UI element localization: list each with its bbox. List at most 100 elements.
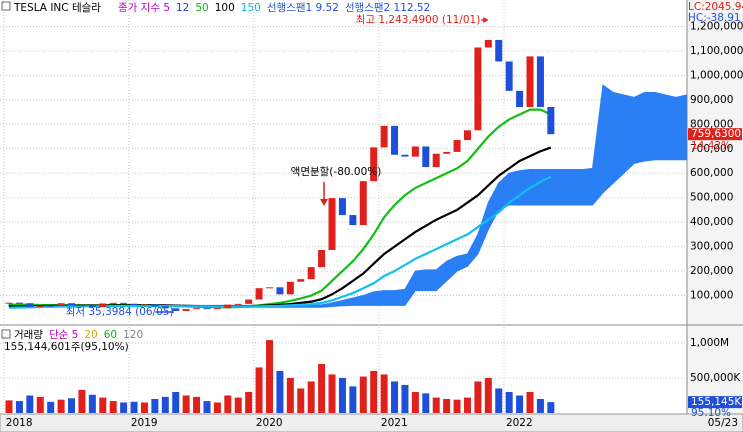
x-axis-strip (0, 413, 743, 432)
volume-bar (78, 389, 86, 413)
legend-entry: 종가 지수 5 (118, 2, 170, 14)
volume-bar (432, 397, 440, 413)
candle (380, 125, 388, 148)
candle (443, 151, 451, 154)
volume-bar (463, 397, 471, 413)
candle (463, 130, 471, 141)
volume-bar (516, 395, 524, 413)
volume-bar (15, 401, 23, 413)
last-volume-box (688, 396, 742, 409)
candle (484, 39, 492, 48)
volume-bar (36, 396, 44, 413)
candle (57, 303, 65, 307)
volume-bar (474, 381, 482, 413)
volume-bar (380, 374, 388, 413)
candle (536, 56, 544, 107)
volume-bar (286, 377, 294, 413)
y-tick-label: 200,000 (690, 265, 733, 277)
volume-bar (391, 381, 399, 413)
y-tick-label: 400,000 (690, 216, 733, 228)
candle (182, 309, 190, 311)
y-tick-label: 500,000K (690, 372, 741, 384)
candle (78, 305, 86, 307)
candle (338, 198, 346, 216)
candle (172, 308, 180, 311)
candle (266, 287, 273, 289)
right-axis-area (687, 0, 743, 432)
candle (495, 39, 503, 62)
volume-bar (443, 398, 451, 413)
volume-bar (203, 401, 211, 413)
candle (120, 302, 128, 304)
candle (526, 56, 534, 108)
volume-bar (526, 391, 534, 413)
legend-entry: 60 (104, 329, 117, 341)
volume-bar (536, 398, 544, 413)
candle (161, 306, 169, 309)
split-annotation: 액면분할(-80.00%) (291, 166, 382, 178)
volume-bar (151, 398, 159, 413)
candle (5, 302, 13, 304)
ratio-label: 95.10% (691, 407, 731, 419)
volume-bar (349, 386, 357, 413)
volume-bar (411, 391, 419, 413)
volume-bar (182, 395, 190, 413)
candle (36, 305, 44, 307)
last-price-box (688, 128, 742, 141)
volume-bar (422, 393, 430, 413)
volume-bar (276, 370, 284, 413)
candle (47, 305, 55, 307)
candle (328, 198, 336, 251)
legend-entry: 선행스팬1 9.52 (267, 2, 339, 14)
change-label: 14.42% (691, 140, 731, 152)
volume-bar (547, 402, 555, 413)
candle (203, 308, 211, 310)
candle (193, 308, 201, 310)
candle (245, 299, 253, 304)
candle (255, 288, 263, 300)
candle (349, 215, 357, 226)
candle (151, 304, 159, 307)
volume-bar (193, 396, 201, 413)
y-tick-label: 500,000 (690, 192, 733, 204)
candle (516, 90, 524, 108)
arrow-head (320, 199, 329, 206)
legend-entry: 단순 5 (49, 329, 78, 341)
legend-entry: 100 (215, 2, 235, 14)
candle (234, 303, 242, 305)
candle (297, 279, 305, 282)
candle (286, 281, 294, 295)
legend-entry: 150 (241, 2, 261, 14)
y-tick-label: 900,000 (690, 94, 733, 106)
candle (88, 305, 96, 308)
candle (140, 304, 148, 306)
volume-bar (213, 402, 221, 413)
candle (68, 303, 76, 306)
lc-label: LC:2045.94 (688, 1, 743, 13)
date-label: 05/23 (708, 417, 738, 429)
volume-bar (120, 402, 128, 413)
candle (213, 308, 221, 310)
volume-bar (338, 377, 346, 413)
y-tick-label: 1,100,000 (690, 45, 743, 57)
candle (370, 147, 378, 182)
volume-bar (359, 376, 367, 413)
last-volume-label: 155,145K (691, 396, 742, 408)
volume-bar (26, 395, 34, 413)
x-tick-label: 2020 (256, 417, 283, 429)
candle (547, 106, 555, 135)
y-tick-label: 300,000 (690, 241, 733, 253)
volume-bar (161, 396, 169, 413)
volume-bar (255, 367, 263, 413)
candle (401, 154, 409, 157)
volume-bar (109, 401, 117, 413)
panel-toggle[interactable] (1, 329, 11, 339)
volume-bar (47, 401, 55, 413)
legend-entry: 거래량 (14, 329, 43, 341)
chart-title: TESLA INC 테슬라 (13, 2, 101, 14)
candle (109, 302, 117, 304)
panel-toggle[interactable] (1, 1, 11, 11)
candle (505, 61, 513, 91)
volume-bar (328, 374, 336, 413)
